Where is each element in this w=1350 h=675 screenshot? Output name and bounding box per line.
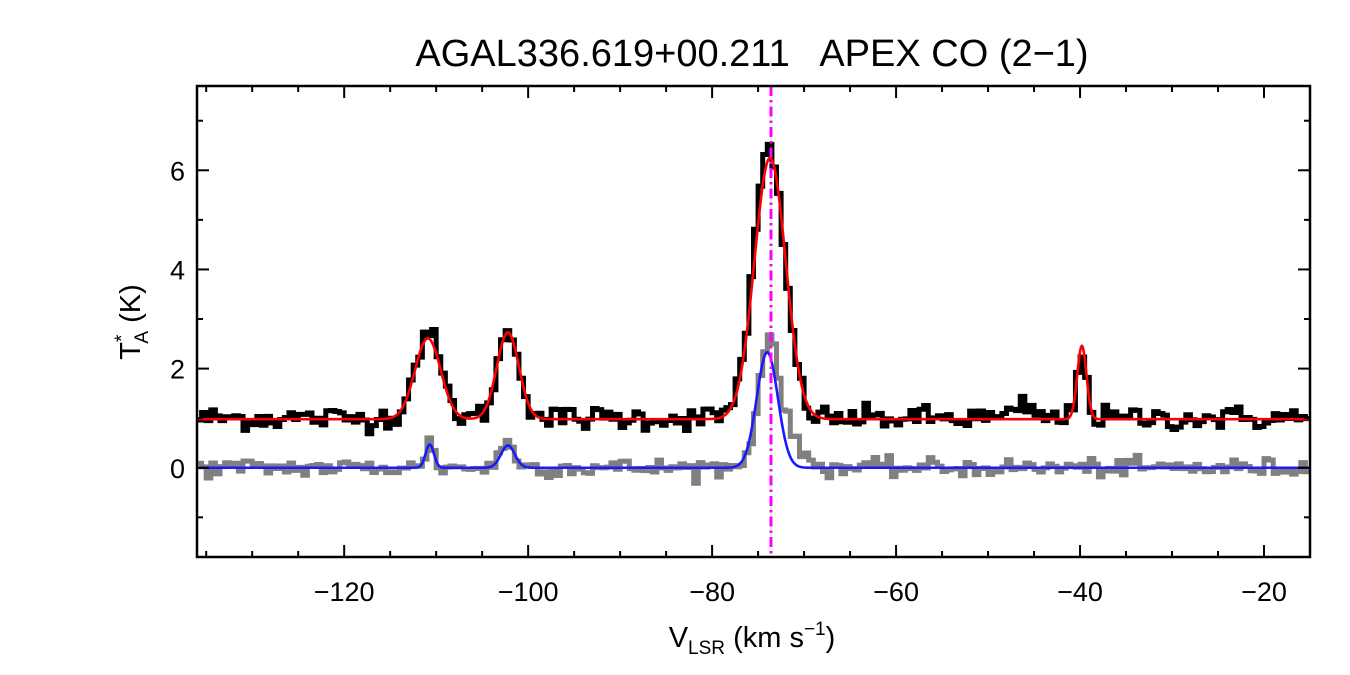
y-tick-label: 2 xyxy=(170,355,185,385)
x-tick-label: −100 xyxy=(498,577,559,607)
x-label-exp: −1 xyxy=(804,619,826,640)
x-axis-label: VLSR (km s−1) xyxy=(669,619,836,659)
plot-frame xyxy=(195,84,1312,559)
series-0-spectrum xyxy=(197,141,1310,437)
series-layer xyxy=(196,141,1311,486)
ticks-layer: −120 −100 −80 −60 −40 −20 0 2 4 6 xyxy=(170,86,1311,607)
x-label-sub: LSR xyxy=(688,638,725,659)
series-1-fit xyxy=(196,156,1311,421)
x-tick-label: −60 xyxy=(873,577,919,607)
y-tick-label: 6 xyxy=(170,156,185,186)
y-axis-label: T*A (K) xyxy=(112,284,153,360)
y-tick-label: 4 xyxy=(170,255,185,285)
y-label-unit: (K) xyxy=(115,284,147,331)
y-label-sup: * xyxy=(112,334,133,342)
x-label-main: V xyxy=(669,622,689,654)
series-2-spectrum xyxy=(197,332,1310,486)
x-tick-label: −40 xyxy=(1057,577,1103,607)
chart-title: AGAL336.619+00.211 APEX CO (2−1) xyxy=(415,33,1088,75)
y-label-main: T xyxy=(115,342,147,360)
x-tick-label: −120 xyxy=(314,577,375,607)
y-tick-label: 0 xyxy=(170,454,185,484)
series-3-fit xyxy=(196,350,1311,470)
x-label-unit: (km s xyxy=(725,622,804,654)
y-label-sub: A xyxy=(132,331,153,344)
x-tick-label: −80 xyxy=(689,577,735,607)
x-tick-label: −20 xyxy=(1241,577,1287,607)
x-label-close: ) xyxy=(826,622,836,654)
